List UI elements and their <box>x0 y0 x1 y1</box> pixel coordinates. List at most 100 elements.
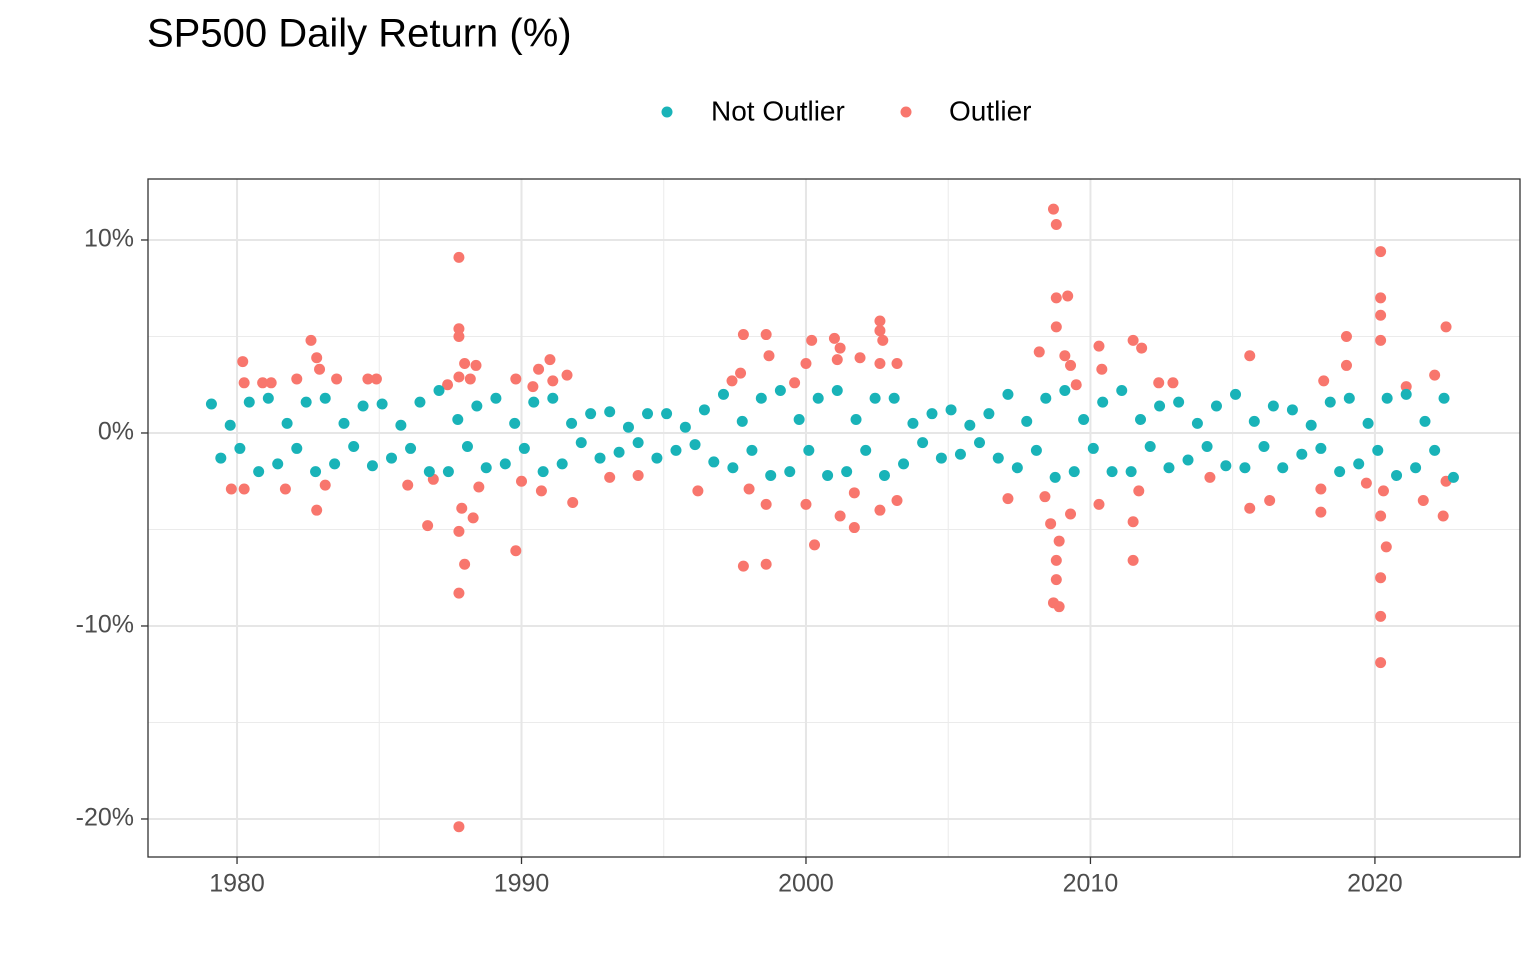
point <box>1050 574 1062 586</box>
point <box>1447 471 1459 483</box>
point <box>1040 392 1052 404</box>
point <box>338 417 350 429</box>
point <box>746 444 758 456</box>
point <box>453 323 465 335</box>
point <box>834 510 846 522</box>
x-tick-label: 2020 <box>1347 870 1403 898</box>
point <box>1375 657 1387 669</box>
point <box>265 377 277 389</box>
point <box>689 439 701 451</box>
point <box>877 334 889 346</box>
point <box>1248 415 1260 427</box>
point <box>848 487 860 499</box>
point <box>1093 498 1105 510</box>
point <box>518 442 530 454</box>
point <box>561 369 573 381</box>
point <box>1136 342 1148 354</box>
point <box>257 377 269 389</box>
point <box>279 483 291 495</box>
point <box>834 342 846 354</box>
point <box>1127 334 1139 346</box>
point <box>1375 246 1387 258</box>
point <box>480 462 492 474</box>
point <box>331 373 343 385</box>
point <box>1050 554 1062 566</box>
point <box>789 377 801 389</box>
point <box>1068 466 1080 478</box>
point <box>594 452 606 464</box>
point <box>698 404 710 416</box>
point <box>708 456 720 468</box>
point <box>831 354 843 366</box>
point <box>760 558 772 570</box>
point <box>1050 321 1062 333</box>
point <box>376 398 388 410</box>
point <box>874 358 886 370</box>
point <box>366 460 378 472</box>
point <box>822 469 834 481</box>
point <box>854 352 866 364</box>
point <box>237 356 249 368</box>
point <box>1127 516 1139 528</box>
point <box>763 350 775 362</box>
point <box>774 385 786 397</box>
point <box>1153 377 1165 389</box>
point <box>1065 359 1077 371</box>
point <box>1419 415 1431 427</box>
x-tick-label: 1990 <box>494 870 550 898</box>
point <box>642 408 654 420</box>
point <box>760 329 772 341</box>
point <box>812 392 824 404</box>
point <box>405 442 417 454</box>
point <box>528 396 540 408</box>
point <box>622 421 634 433</box>
point <box>499 458 511 470</box>
point <box>1377 485 1389 497</box>
point <box>453 525 465 537</box>
point <box>1375 334 1387 346</box>
point <box>1315 442 1327 454</box>
point <box>898 458 910 470</box>
point <box>225 483 237 495</box>
point <box>585 408 597 420</box>
point <box>1315 483 1327 495</box>
point <box>1334 466 1346 478</box>
point <box>737 329 749 341</box>
point <box>456 502 468 514</box>
point <box>422 520 434 532</box>
point <box>464 373 476 385</box>
point <box>604 406 616 418</box>
point <box>509 417 521 429</box>
point <box>1400 381 1412 393</box>
point <box>470 359 482 371</box>
point <box>874 315 886 327</box>
y-tick-label: 10% <box>84 225 134 253</box>
y-tick-label: -10% <box>76 611 134 639</box>
point <box>567 496 579 508</box>
point <box>291 373 303 385</box>
point <box>1375 610 1387 622</box>
point <box>310 466 322 478</box>
point <box>679 421 691 433</box>
point <box>1047 203 1059 215</box>
point <box>1210 400 1222 412</box>
point <box>869 392 881 404</box>
point <box>891 495 903 507</box>
point <box>442 379 454 391</box>
point <box>841 466 853 478</box>
point <box>566 417 578 429</box>
point <box>809 539 821 551</box>
point <box>1062 290 1074 302</box>
point <box>556 458 568 470</box>
point <box>453 330 465 342</box>
point <box>755 392 767 404</box>
point <box>1093 340 1105 352</box>
point <box>362 373 374 385</box>
x-tick-label: 2000 <box>778 870 834 898</box>
point <box>1267 400 1279 412</box>
point <box>238 483 250 495</box>
point <box>311 352 323 364</box>
point <box>1286 404 1298 416</box>
point <box>535 485 547 497</box>
point <box>547 392 559 404</box>
